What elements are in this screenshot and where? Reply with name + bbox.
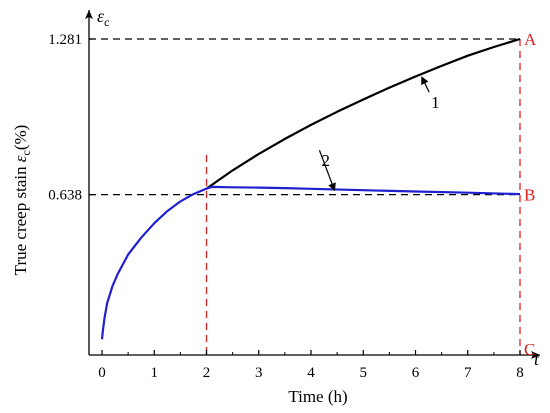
x-tick-label: 6 (412, 365, 420, 381)
point-label-B: B (524, 186, 535, 205)
y-axis-symbol: εc (97, 6, 109, 29)
series-layer (100, 37, 521, 340)
x-tick-label: 0 (98, 365, 106, 381)
curve-label-2: 2 (321, 151, 330, 170)
x-tick-label: 4 (307, 365, 315, 381)
y-axis-title-suffix: (%) (11, 125, 30, 150)
point-label-A: A (524, 30, 537, 49)
y-axis-title-symbol: ε (11, 155, 30, 162)
x-tick-label: 8 (516, 365, 524, 381)
guide-lines (89, 38, 521, 355)
axes (85, 10, 540, 359)
point-label-C: C (524, 340, 535, 359)
curve-label-2-arrow (318, 150, 336, 192)
annotations: A B C 1 2 (318, 30, 537, 359)
x-tick-label: 5 (360, 365, 368, 381)
x-axis-title: Time (h) (288, 387, 347, 406)
curve-label-1: 1 (431, 93, 440, 112)
curve-label-1-arrow (421, 76, 430, 93)
series-1-line (205, 37, 521, 190)
x-tick-label: 7 (464, 365, 472, 381)
y-axis-title-subscript: c (19, 150, 33, 155)
labels: Time (h) True creep stain εc(%) εc t (11, 6, 540, 406)
x-tick-label: 2 (203, 365, 211, 381)
x-axis-symbol: t (534, 349, 540, 369)
series-2-line (100, 185, 521, 340)
x-tick-label: 3 (255, 365, 263, 381)
y-axis-title-text: True creep stain (11, 162, 30, 275)
ticks: 0 1 2 3 4 5 6 7 8 0.638 1.281 (48, 32, 524, 381)
y-tick-label: 1.281 (48, 32, 82, 48)
x-tick-label: 1 (151, 365, 159, 381)
y-tick-label: 0.638 (48, 188, 82, 204)
y-axis-title: True creep stain εc(%) (11, 125, 33, 276)
